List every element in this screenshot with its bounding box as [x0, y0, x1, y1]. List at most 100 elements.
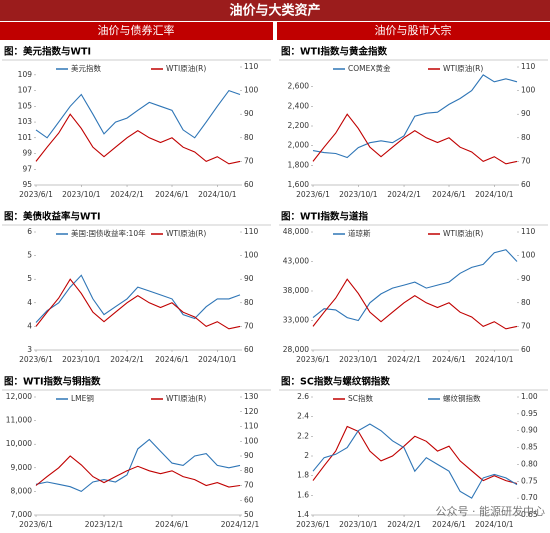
y2-tick-label: 0.65 [521, 510, 538, 519]
series-line [312, 423, 518, 499]
y-tick-label: 5 [27, 274, 32, 283]
y-tick-label: 2,000 [288, 141, 310, 150]
chart-title: 图：美元指数与WTI [4, 46, 91, 58]
y2-tick-label: 0.95 [521, 409, 538, 418]
y-tick-label: 12,000 [6, 392, 32, 401]
series-line [35, 274, 241, 323]
watermark: 公众号 · 能源研发中心 [436, 504, 546, 518]
y2-tick-label: 110 [521, 62, 536, 71]
y-tick-label: 9,000 [11, 463, 33, 472]
x-tick-label: 2023/10/1 [339, 190, 378, 199]
x-tick-label: 2024/2/1 [387, 355, 421, 364]
y2-tick-label: 0.75 [521, 476, 538, 485]
series-line [312, 249, 518, 322]
y2-tick-label: 0.85 [521, 443, 538, 452]
x-tick-label: 2024/6/1 [432, 355, 466, 364]
chart-title: 图：WTI指数与黄金指数 [281, 46, 387, 58]
y-tick-label: 28,000 [283, 345, 309, 354]
y-tick-label: 1,800 [288, 160, 310, 169]
y2-tick-label: 110 [521, 227, 536, 236]
y-tick-label: 99 [22, 149, 32, 158]
x-tick-label: 2024/2/1 [387, 520, 421, 529]
x-tick-label: 2023/6/1 [296, 520, 330, 529]
x-tick-label: 2023/6/1 [19, 355, 53, 364]
legend-label: 道琼斯 [348, 228, 371, 238]
y2-tick-label: 100 [521, 251, 536, 260]
x-tick-label: 2023/6/1 [296, 190, 330, 199]
series-line [312, 425, 518, 485]
y2-tick-label: 0.80 [521, 459, 538, 468]
x-tick-label: 2023/10/1 [339, 520, 378, 529]
y2-tick-label: 60 [521, 345, 531, 354]
y2-tick-label: 90 [521, 274, 531, 283]
legend-label: WTI原油(R) [166, 228, 206, 238]
x-tick-label: 2024/2/1 [110, 355, 144, 364]
y2-tick-label: 70 [244, 481, 254, 490]
section-title: 油价与股市大宗 [375, 23, 452, 37]
series-line [312, 113, 518, 165]
series-line [312, 74, 518, 159]
series-line [35, 113, 241, 165]
x-tick-label: 2024/6/1 [432, 520, 466, 529]
y2-tick-label: 80 [244, 133, 254, 142]
y2-tick-label: 80 [244, 298, 254, 307]
x-tick-label: 2023/10/1 [339, 355, 378, 364]
y2-tick-label: 100 [521, 86, 536, 95]
header-bar [0, 0, 550, 21]
y-tick-label: 101 [18, 133, 33, 142]
chart-title: 图：美债收益率与WTI [4, 211, 101, 223]
y-tick-label: 5 [27, 251, 32, 260]
section-bar [277, 22, 550, 40]
y2-tick-label: 90 [244, 451, 254, 460]
x-tick-label: 2024/10/1 [475, 520, 514, 529]
legend-label: 美国:国债收益率:10年 [71, 228, 146, 238]
legend-label: WTI原油(R) [443, 63, 483, 73]
x-tick-label: 2023/12/1 [85, 520, 124, 529]
series-line [312, 278, 518, 330]
chart-title: 图：SC指数与螺纹钢指数 [281, 376, 390, 388]
x-tick-label: 2023/6/1 [19, 520, 53, 529]
legend-label: 螺纹钢指数 [443, 393, 481, 403]
y-tick-label: 2.2 [297, 431, 309, 440]
y-tick-label: 107 [18, 86, 33, 95]
y2-tick-label: 60 [521, 180, 531, 189]
y-tick-label: 4 [27, 321, 32, 330]
series-line [35, 278, 241, 330]
header-title: 油价与大类资产 [229, 3, 320, 19]
chart-title: 图：WTI指数与铜指数 [4, 376, 101, 388]
x-tick-label: 2024/6/1 [155, 520, 189, 529]
x-tick-label: 2024/10/1 [475, 355, 514, 364]
y2-tick-label: 70 [521, 156, 531, 165]
y-tick-label: 109 [18, 70, 33, 79]
x-tick-label: 2024/10/1 [198, 355, 237, 364]
x-tick-label: 2024/12/1 [221, 520, 260, 529]
y2-tick-label: 130 [244, 392, 259, 401]
x-tick-label: 2023/6/1 [19, 190, 53, 199]
y-tick-label: 3 [27, 345, 32, 354]
y-tick-label: 4 [27, 298, 32, 307]
x-tick-label: 2023/6/1 [296, 355, 330, 364]
y-tick-label: 2,200 [288, 121, 310, 130]
y-tick-label: 6 [27, 227, 32, 236]
x-tick-label: 2024/10/1 [475, 190, 514, 199]
x-tick-label: 2024/10/1 [198, 190, 237, 199]
legend-label: WTI原油(R) [166, 393, 206, 403]
y2-tick-label: 60 [244, 345, 254, 354]
y2-tick-label: 90 [244, 274, 254, 283]
y-tick-label: 2,400 [288, 101, 310, 110]
y-tick-label: 10,000 [6, 439, 32, 448]
x-tick-label: 2024/6/1 [155, 190, 189, 199]
y2-tick-label: 70 [244, 321, 254, 330]
y2-tick-label: 100 [244, 251, 259, 260]
y2-tick-label: 1.00 [521, 392, 538, 401]
y-tick-label: 48,000 [283, 227, 309, 236]
y2-tick-label: 0.90 [521, 426, 538, 435]
legend-label: 美元指数 [71, 63, 101, 73]
y2-tick-label: 60 [244, 180, 254, 189]
legend-label: COMEX黄金 [348, 63, 391, 73]
y-tick-label: 7,000 [11, 510, 33, 519]
y2-tick-label: 70 [521, 321, 531, 330]
x-tick-label: 2024/2/1 [110, 190, 144, 199]
y2-tick-label: 0.70 [521, 493, 538, 502]
